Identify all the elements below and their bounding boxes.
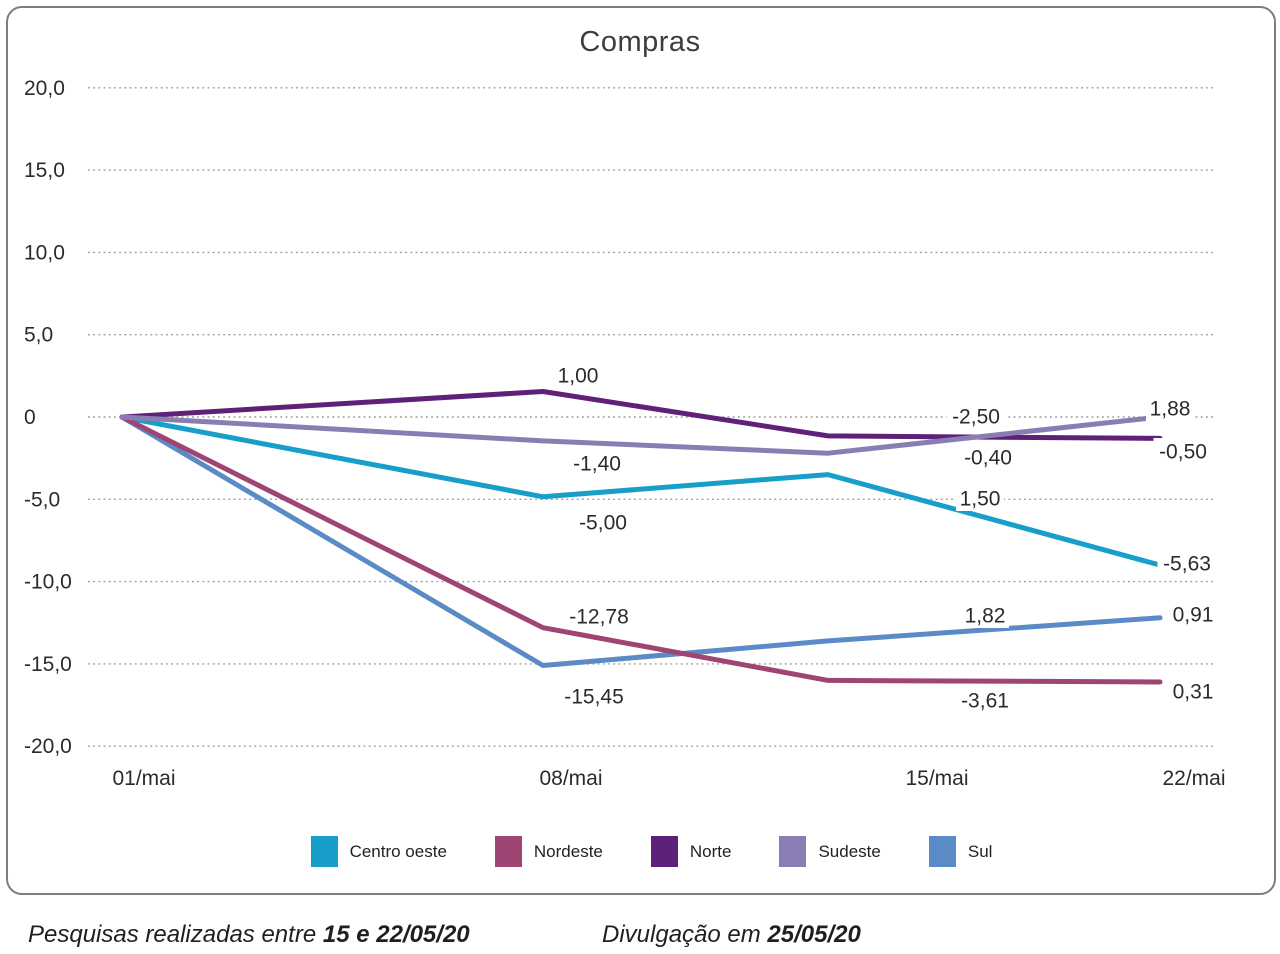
y-tick-label: 10,0 bbox=[24, 241, 65, 264]
y-tick-label: -10,0 bbox=[24, 571, 72, 594]
value-label-bg bbox=[1169, 678, 1217, 704]
value-label: -5,00 bbox=[579, 512, 627, 535]
value-label: -2,50 bbox=[952, 406, 1000, 429]
y-tick-label: 0 bbox=[24, 406, 36, 429]
legend-label: Nordeste bbox=[533, 841, 603, 861]
value-label: 1,00 bbox=[558, 365, 599, 388]
legend-item-sudeste: Sudeste bbox=[779, 836, 881, 867]
legend-label: Sul bbox=[967, 841, 993, 861]
legend-label: Centro oeste bbox=[349, 841, 447, 861]
y-tick-label: -5,0 bbox=[24, 488, 60, 511]
value-label: -5,63 bbox=[1163, 553, 1211, 576]
y-tick-label: -20,0 bbox=[24, 735, 72, 758]
legend-label: Sudeste bbox=[818, 841, 881, 861]
value-label-bg bbox=[955, 687, 1015, 713]
series-line-nordeste bbox=[119, 414, 1163, 685]
legend-item-norte: Norte bbox=[650, 836, 732, 867]
value-label: 1,82 bbox=[965, 605, 1006, 628]
value-label: -0,40 bbox=[964, 447, 1012, 470]
value-label: -12,78 bbox=[569, 606, 629, 629]
value-label: -3,61 bbox=[961, 690, 1009, 713]
value-label-bg bbox=[564, 603, 634, 629]
legend-item-centro-oeste: Centro oeste bbox=[310, 836, 447, 867]
value-label-bg bbox=[567, 450, 627, 476]
value-label-bg bbox=[1153, 438, 1213, 464]
x-tick-label: 08/mai bbox=[539, 767, 602, 790]
footer-release-date: 25/05/20 bbox=[767, 921, 861, 948]
chart-title: Compras bbox=[579, 26, 701, 58]
legend-item-nordeste: Nordeste bbox=[494, 836, 603, 867]
footer-survey-text: Pesquisas realizadas entre bbox=[28, 921, 323, 948]
x-tick-label: 01/mai bbox=[112, 767, 175, 790]
legend-label: Norte bbox=[689, 841, 732, 861]
value-label: 1,88 bbox=[1150, 398, 1191, 421]
footer-survey-dates: 15 e 22/05/20 bbox=[322, 921, 470, 948]
value-label: -0,50 bbox=[1159, 441, 1207, 464]
value-label-bg bbox=[1146, 395, 1194, 421]
value-label-bg bbox=[961, 602, 1009, 628]
x-tick-label: 15/mai bbox=[905, 767, 968, 790]
chart-legend: Centro oeste Nordeste Norte Sudeste Sul bbox=[90, 836, 1213, 867]
legend-swatch bbox=[650, 836, 678, 867]
y-tick-label: 15,0 bbox=[24, 159, 65, 182]
y-tick-label: 5,0 bbox=[24, 324, 53, 347]
value-label: 0,31 bbox=[1173, 681, 1214, 704]
value-label-bg bbox=[1169, 601, 1217, 627]
series-line-centro-oeste bbox=[119, 414, 1163, 568]
value-label-bg bbox=[946, 403, 1006, 429]
footer-survey-note: Pesquisas realizadas entre 15 e 22/05/20 bbox=[28, 921, 470, 949]
series-line-sudeste bbox=[119, 414, 1163, 456]
footer-release-note: Divulgação em 25/05/20 bbox=[602, 921, 861, 949]
value-label-bg bbox=[1157, 550, 1217, 576]
legend-swatch bbox=[310, 836, 338, 867]
footer-release-text: Divulgação em bbox=[602, 921, 768, 948]
legend-swatch bbox=[494, 836, 522, 867]
legend-swatch bbox=[928, 836, 956, 867]
x-tick-label: 22/mai bbox=[1162, 767, 1225, 790]
legend-swatch bbox=[779, 836, 807, 867]
value-label-bg bbox=[958, 444, 1018, 470]
legend-item-sul: Sul bbox=[928, 836, 993, 867]
y-tick-label: 20,0 bbox=[24, 77, 65, 100]
value-label: -15,45 bbox=[564, 686, 624, 709]
value-label: -1,40 bbox=[573, 453, 621, 476]
value-label-bg bbox=[554, 362, 602, 388]
value-label-bg bbox=[956, 485, 1004, 511]
value-label: 1,50 bbox=[960, 488, 1001, 511]
value-label-bg bbox=[559, 683, 629, 709]
value-label: 0,91 bbox=[1173, 604, 1214, 627]
y-tick-label: -15,0 bbox=[24, 653, 72, 676]
value-label-bg bbox=[573, 509, 633, 535]
